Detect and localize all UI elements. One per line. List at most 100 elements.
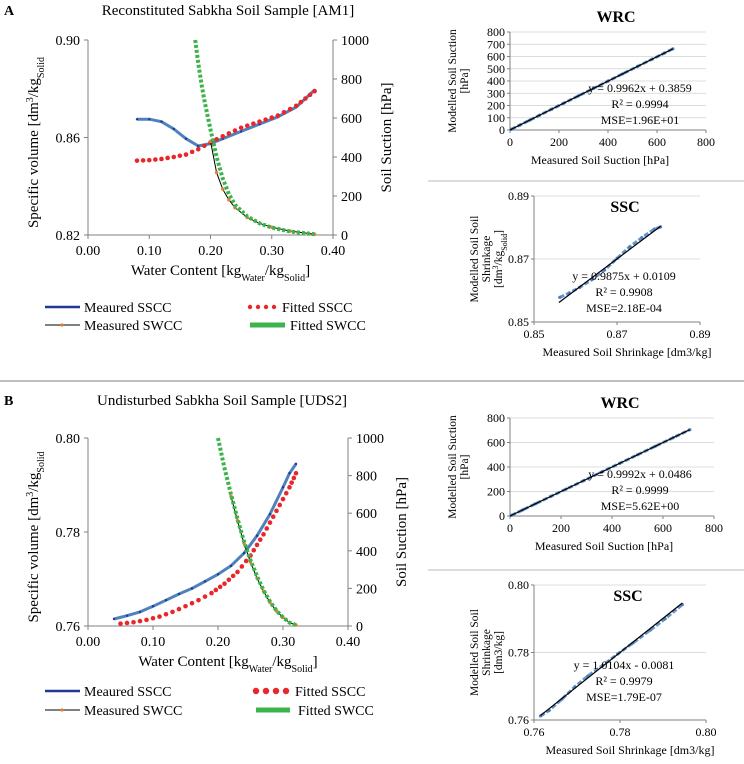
B-main-fitted-sscc-point	[289, 480, 294, 485]
A-ssc-x-label: Measured Soil Shrinkage [dm3/kg]	[543, 345, 712, 359]
A-main-y-right-label: Soil Suction [hPa]	[379, 82, 395, 192]
B-ssc-annotation: y = 1.0104x - 0.0081	[574, 658, 675, 672]
A-main-fitted-sscc-point	[220, 133, 226, 139]
B-ssc-annotation: MSE=1.79E-07	[586, 690, 662, 704]
A-main-fitted-sscc-point	[238, 125, 244, 131]
B-main-measured-sscc-point	[255, 534, 259, 537]
A-main-fitted-sscc-point	[287, 106, 293, 112]
A-main-fitted-sscc-point	[293, 103, 299, 109]
A-main-measured-swcc-point	[214, 170, 219, 175]
legend-b-swatch-fitted-sscc	[252, 687, 290, 695]
legend-b-label-fitted-sscc: Fitted SSCC	[295, 685, 365, 700]
B-main-fitted-sscc-point	[124, 620, 130, 626]
B-main-measured-sscc-point	[242, 551, 246, 555]
A-wrc-title: WRC	[596, 9, 635, 26]
A-ssc-y-tick-label: 0.85	[508, 315, 529, 329]
B-main-measured-sscc-point	[203, 580, 207, 583]
A-main-x-tick-label: 0.10	[137, 244, 162, 259]
A-main-measured-sscc-point	[148, 118, 151, 121]
A-ssc-x-tick-label: 0.87	[607, 327, 628, 341]
B-main-measured-sscc-point	[164, 598, 168, 602]
A-main-fitted-swcc-line	[193, 39, 315, 237]
B-main-measured-sscc-point	[268, 512, 272, 516]
B-main-y-right-tick-label: 600	[356, 507, 377, 522]
A-wrc-x-tick-label: 0	[507, 135, 513, 149]
legend-b-label-measured-swcc: Measured SWCC	[84, 704, 182, 719]
A-ssc-y-tick-label: 0.89	[508, 189, 529, 203]
A-main-y-left-label: Specific volume [dm3/kgSolid	[25, 57, 47, 228]
A-main-measured-sscc-point	[197, 144, 200, 148]
B-main-fitted-sscc-point	[170, 609, 175, 615]
A-main-fitted-sscc-point	[307, 92, 313, 98]
A-ssc-fit-line	[558, 225, 661, 303]
B-main-measured-sscc-point	[177, 592, 181, 596]
B-ssc-x-tick-label: 0.76	[524, 725, 545, 739]
B-wrc-x-tick-label: 600	[654, 521, 672, 535]
A-ssc-annotation: R² = 0.9908	[595, 285, 652, 299]
B-ssc-x-tick-label: 0.80	[696, 725, 717, 739]
B-ssc-y-tick-label: 0.76	[508, 713, 529, 727]
A-main-fitted-sscc-point	[303, 96, 308, 101]
A-wrc-annotation: MSE=1.96E+01	[601, 113, 680, 127]
charts-layer: 0.00 0.10 0.20 0.30 0.40 0.82 0.86 0.90 0 200 400 6…	[25, 9, 724, 757]
A-wrc-y-tick-label: 600	[487, 50, 505, 64]
B-main-y-right-tick-label: 800	[356, 470, 377, 485]
A-main-fitted-sscc-point	[244, 123, 250, 129]
B-main-chart: 0.00 0.10 0.20 0.30 0.40 0.76 0.78 0.80 0 200 400 6…	[25, 432, 411, 675]
B-main-measured-sscc-point	[151, 605, 155, 608]
A-ssc-y-label-unit: [dm3/kgSolid]	[491, 230, 509, 288]
B-wrc-x-tick-label: 0	[507, 521, 513, 535]
B-main-fitted-sscc-point	[239, 564, 245, 569]
A-ssc-data-point	[558, 295, 562, 300]
B-main-fitted-sscc-point	[217, 584, 223, 590]
B-main-fitted-sscc-point	[213, 587, 219, 593]
B-main-fitted-sscc-point	[267, 520, 273, 525]
B-wrc-y-tick-label: 800	[487, 411, 505, 425]
panel-letter-a: A	[4, 4, 15, 19]
B-main-fitted-sscc-point	[261, 532, 266, 537]
B-wrc-y-tick-label: 400	[487, 460, 505, 474]
A-wrc-fit-line	[509, 48, 674, 131]
B-main-y-right-tick-label: 400	[356, 545, 377, 560]
B-main-measured-sscc-point	[294, 462, 298, 466]
A-ssc-annotation: MSE=2.18E-04	[586, 301, 662, 315]
A-main-x-tick-label: 0.20	[198, 244, 223, 259]
A-main-measured-sscc-line	[137, 88, 316, 148]
A-main-measured-sscc-point	[172, 127, 175, 131]
A-main-y-left-tick-label: 0.86	[56, 132, 81, 147]
B-main-measured-sscc-point	[216, 573, 220, 576]
B-main-fitted-sscc-point	[257, 537, 263, 542]
A-wrc-y-tick-label: 300	[487, 86, 505, 100]
legend-b: Meaured SSCC Fitted SSCC Measured SWCC F…	[45, 685, 374, 719]
B-main-fitted-sscc-point	[274, 508, 279, 514]
A-main-x-label: Water Content [kgWater/kgSolid]	[131, 263, 310, 284]
A-main-measured-sscc-point	[160, 120, 163, 123]
B-main-fitted-sscc-point	[202, 594, 208, 599]
B-main-fitted-sscc-point	[183, 603, 188, 609]
legend-a-label-measured-sscc: Meaured SSCC	[84, 301, 172, 316]
A-main-measured-sscc-point	[135, 118, 139, 121]
B-main-x-tick-label: 0.30	[271, 635, 296, 650]
B-main-x-tick-label: 0.20	[206, 635, 231, 650]
B-main-y-right-tick-label: 200	[356, 582, 377, 597]
B-main-measured-sscc-point	[125, 614, 129, 617]
B-main-fitted-sscc-point	[264, 526, 270, 531]
B-main-fitted-sscc-point	[243, 558, 249, 564]
A-main-fitted-sscc-point	[251, 121, 256, 126]
B-ssc-y-tick-label: 0.80	[508, 578, 529, 592]
A-main-fitted-sscc-point	[214, 137, 219, 142]
A-main-y-left-tick-label: 0.82	[56, 229, 81, 244]
legend-a-swatch-measured-swcc	[45, 323, 80, 327]
A-main-measured-sscc-point	[239, 130, 243, 133]
A-wrc-x-tick-label: 800	[697, 135, 715, 149]
B-wrc-title: WRC	[600, 395, 639, 412]
B-ssc-x-tick-label: 0.78	[610, 725, 631, 739]
A-main-y-right-tick-label: 0	[341, 229, 348, 244]
B-main-fitted-sscc-point	[280, 496, 286, 502]
A-wrc-x-tick-label: 200	[550, 135, 568, 149]
panel-title-a: Reconstituted Sabkha Soil Sample [AM1]	[102, 3, 354, 19]
A-main-fitted-sscc-point	[281, 110, 287, 115]
B-main-fitted-sscc-point	[283, 490, 289, 496]
A-main-fitted-sscc-point	[140, 158, 146, 163]
